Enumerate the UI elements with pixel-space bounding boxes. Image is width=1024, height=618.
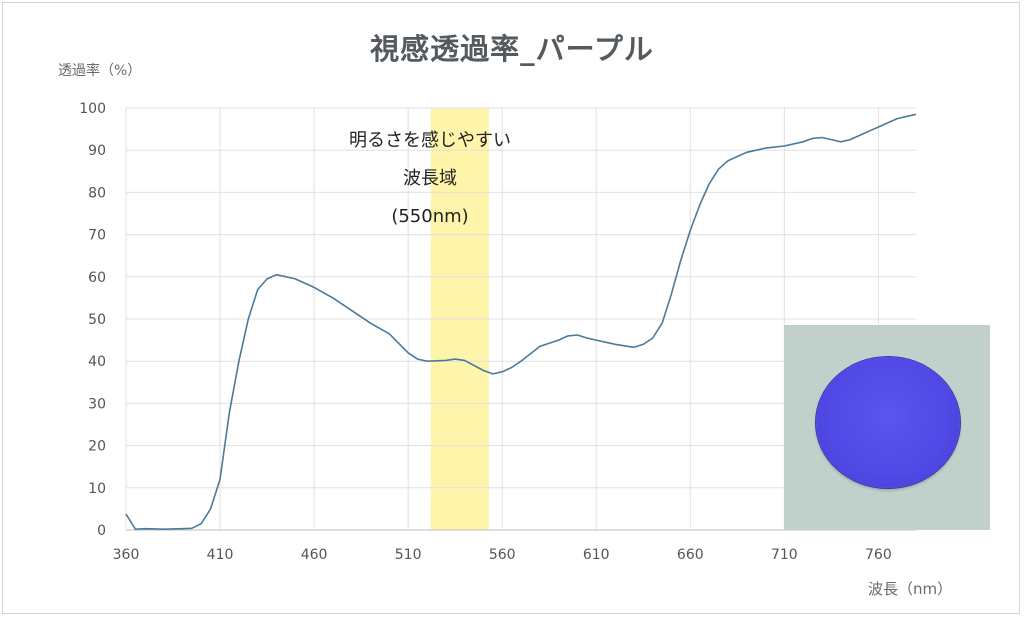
x-tick-label: 360 xyxy=(113,547,140,563)
annotation-line-3: (550nm) xyxy=(391,206,469,227)
highlight-annotation: 明るさを感じやすい 波長域 (550nm) xyxy=(345,122,515,236)
y-tick-label: 50 xyxy=(88,312,106,328)
y-tick-label: 0 xyxy=(97,523,106,539)
y-tick-label: 60 xyxy=(88,270,106,286)
y-tick-label: 90 xyxy=(88,143,106,159)
x-tick-label: 460 xyxy=(301,547,328,563)
y-tick-label: 70 xyxy=(88,228,106,244)
y-tick-label: 80 xyxy=(88,185,106,201)
x-tick-label: 660 xyxy=(677,547,704,563)
chart-title: 視感透過率_パープル xyxy=(370,32,654,66)
x-tick-label: 510 xyxy=(395,547,422,563)
y-tick-label: 100 xyxy=(79,101,106,117)
y-tick-label: 10 xyxy=(88,481,106,497)
annotation-line-2: 波長域 xyxy=(403,168,457,189)
x-tick-label: 410 xyxy=(207,547,234,563)
y-tick-label: 30 xyxy=(88,396,106,412)
x-tick-label: 610 xyxy=(583,547,610,563)
y-axis-label: 透過率（%） xyxy=(58,63,142,79)
x-axis-label: 波長（nm） xyxy=(868,580,953,598)
x-tick-label: 710 xyxy=(771,547,798,563)
y-tick-label: 40 xyxy=(88,354,106,370)
x-tick-label: 760 xyxy=(865,547,892,563)
annotation-line-1: 明るさを感じやすい xyxy=(349,130,511,151)
transmittance-line xyxy=(125,113,917,531)
purple-lens-photo xyxy=(784,325,990,530)
x-tick-label: 560 xyxy=(489,547,516,563)
y-tick-label: 20 xyxy=(88,439,106,455)
lens-image xyxy=(816,357,960,488)
